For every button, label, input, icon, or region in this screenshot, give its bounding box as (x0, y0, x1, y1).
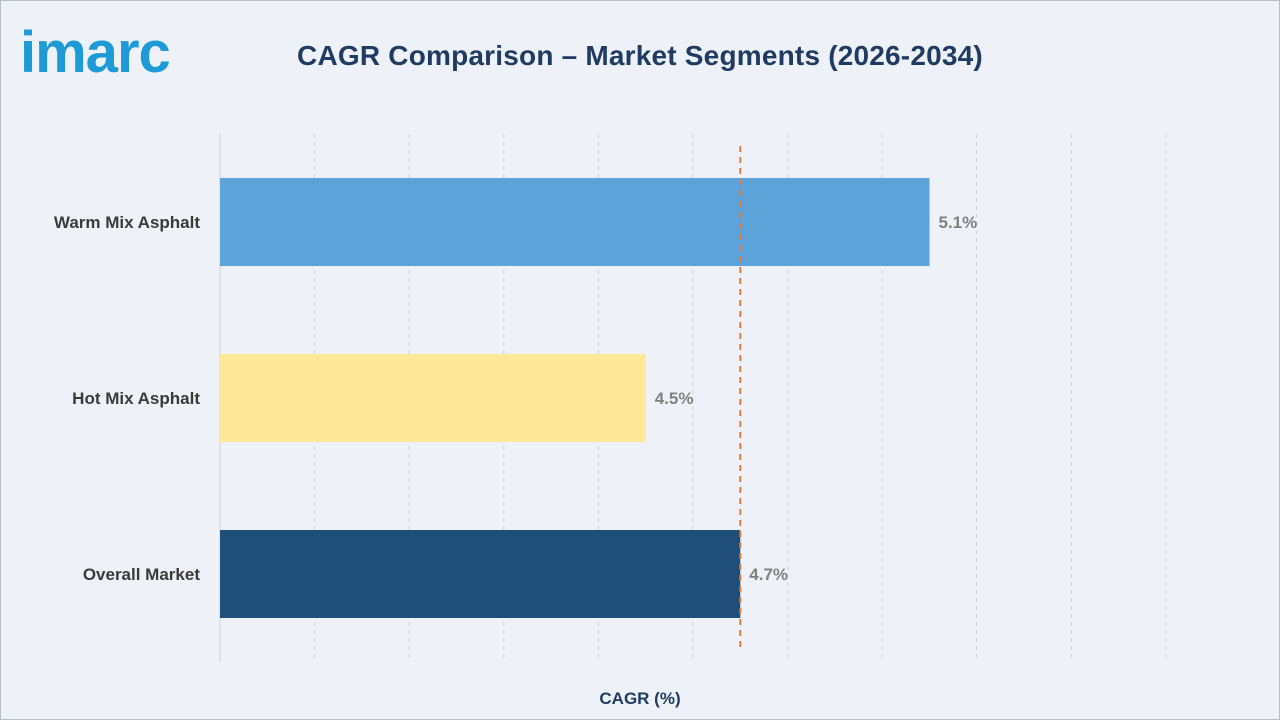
x-axis-title: CAGR (%) (599, 689, 680, 708)
bar-hot-mix-asphalt (220, 354, 646, 442)
chart-title: CAGR Comparison – Market Segments (2026-… (297, 40, 983, 71)
imarc-logo: imarc (20, 20, 171, 78)
bars (220, 178, 930, 618)
bar-warm-mix-asphalt (220, 178, 930, 266)
bar-overall-market (220, 530, 741, 618)
value-label: 4.5% (655, 389, 694, 408)
value-labels: 5.1% 4.5% 4.7% (655, 213, 978, 584)
category-label: Hot Mix Asphalt (72, 389, 200, 408)
category-label: Warm Mix Asphalt (54, 213, 200, 232)
category-labels: Warm Mix Asphalt Hot Mix Asphalt Overall M… (54, 213, 200, 584)
value-label: 4.7% (749, 565, 788, 584)
logo-text: imarc (20, 20, 170, 78)
category-label: Overall Market (83, 565, 201, 584)
value-label: 5.1% (939, 213, 978, 232)
